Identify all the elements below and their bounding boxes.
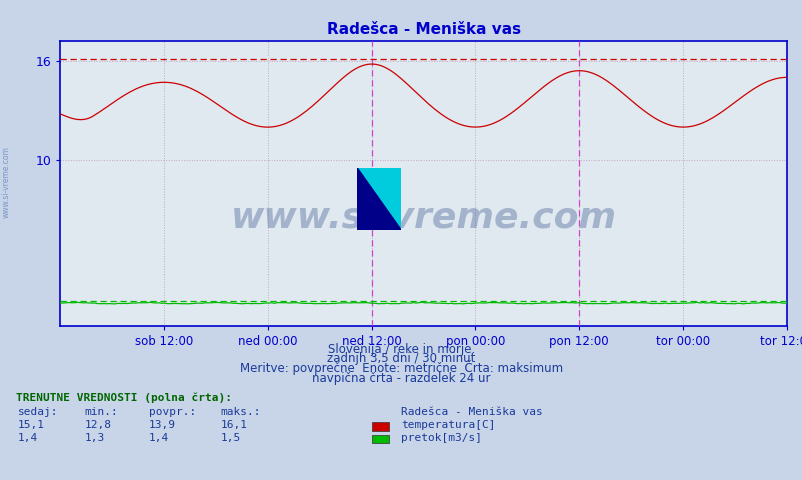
Text: Radešca - Meniška vas: Radešca - Meniška vas [401, 407, 543, 417]
Text: www.si-vreme.com: www.si-vreme.com [2, 146, 11, 218]
Text: 1,5: 1,5 [221, 432, 241, 443]
Text: 13,9: 13,9 [148, 420, 176, 430]
Text: pretok[m3/s]: pretok[m3/s] [401, 432, 482, 443]
Text: 12,8: 12,8 [84, 420, 111, 430]
Text: TRENUTNE VREDNOSTI (polna črta):: TRENUTNE VREDNOSTI (polna črta): [16, 392, 232, 403]
Text: temperatura[C]: temperatura[C] [401, 420, 496, 430]
Text: navpična črta - razdelek 24 ur: navpična črta - razdelek 24 ur [312, 372, 490, 384]
Text: 15,1: 15,1 [18, 420, 45, 430]
Text: Slovenija / reke in morje.: Slovenija / reke in morje. [327, 343, 475, 356]
Text: 16,1: 16,1 [221, 420, 248, 430]
Text: Meritve: povprečne  Enote: metrične  Črta: maksimum: Meritve: povprečne Enote: metrične Črta:… [240, 360, 562, 375]
Text: maks.:: maks.: [221, 407, 261, 417]
Text: zadnjh 3,5 dni / 30 minut: zadnjh 3,5 dni / 30 minut [327, 352, 475, 365]
Text: 1,3: 1,3 [84, 432, 104, 443]
Text: min.:: min.: [84, 407, 118, 417]
Polygon shape [357, 168, 401, 230]
Text: sedaj:: sedaj: [18, 407, 58, 417]
Polygon shape [357, 168, 401, 230]
Text: 1,4: 1,4 [148, 432, 168, 443]
Title: Radešca - Meniška vas: Radešca - Meniška vas [326, 22, 520, 37]
Text: www.si-vreme.com: www.si-vreme.com [230, 201, 616, 235]
Text: povpr.:: povpr.: [148, 407, 196, 417]
Text: 1,4: 1,4 [18, 432, 38, 443]
